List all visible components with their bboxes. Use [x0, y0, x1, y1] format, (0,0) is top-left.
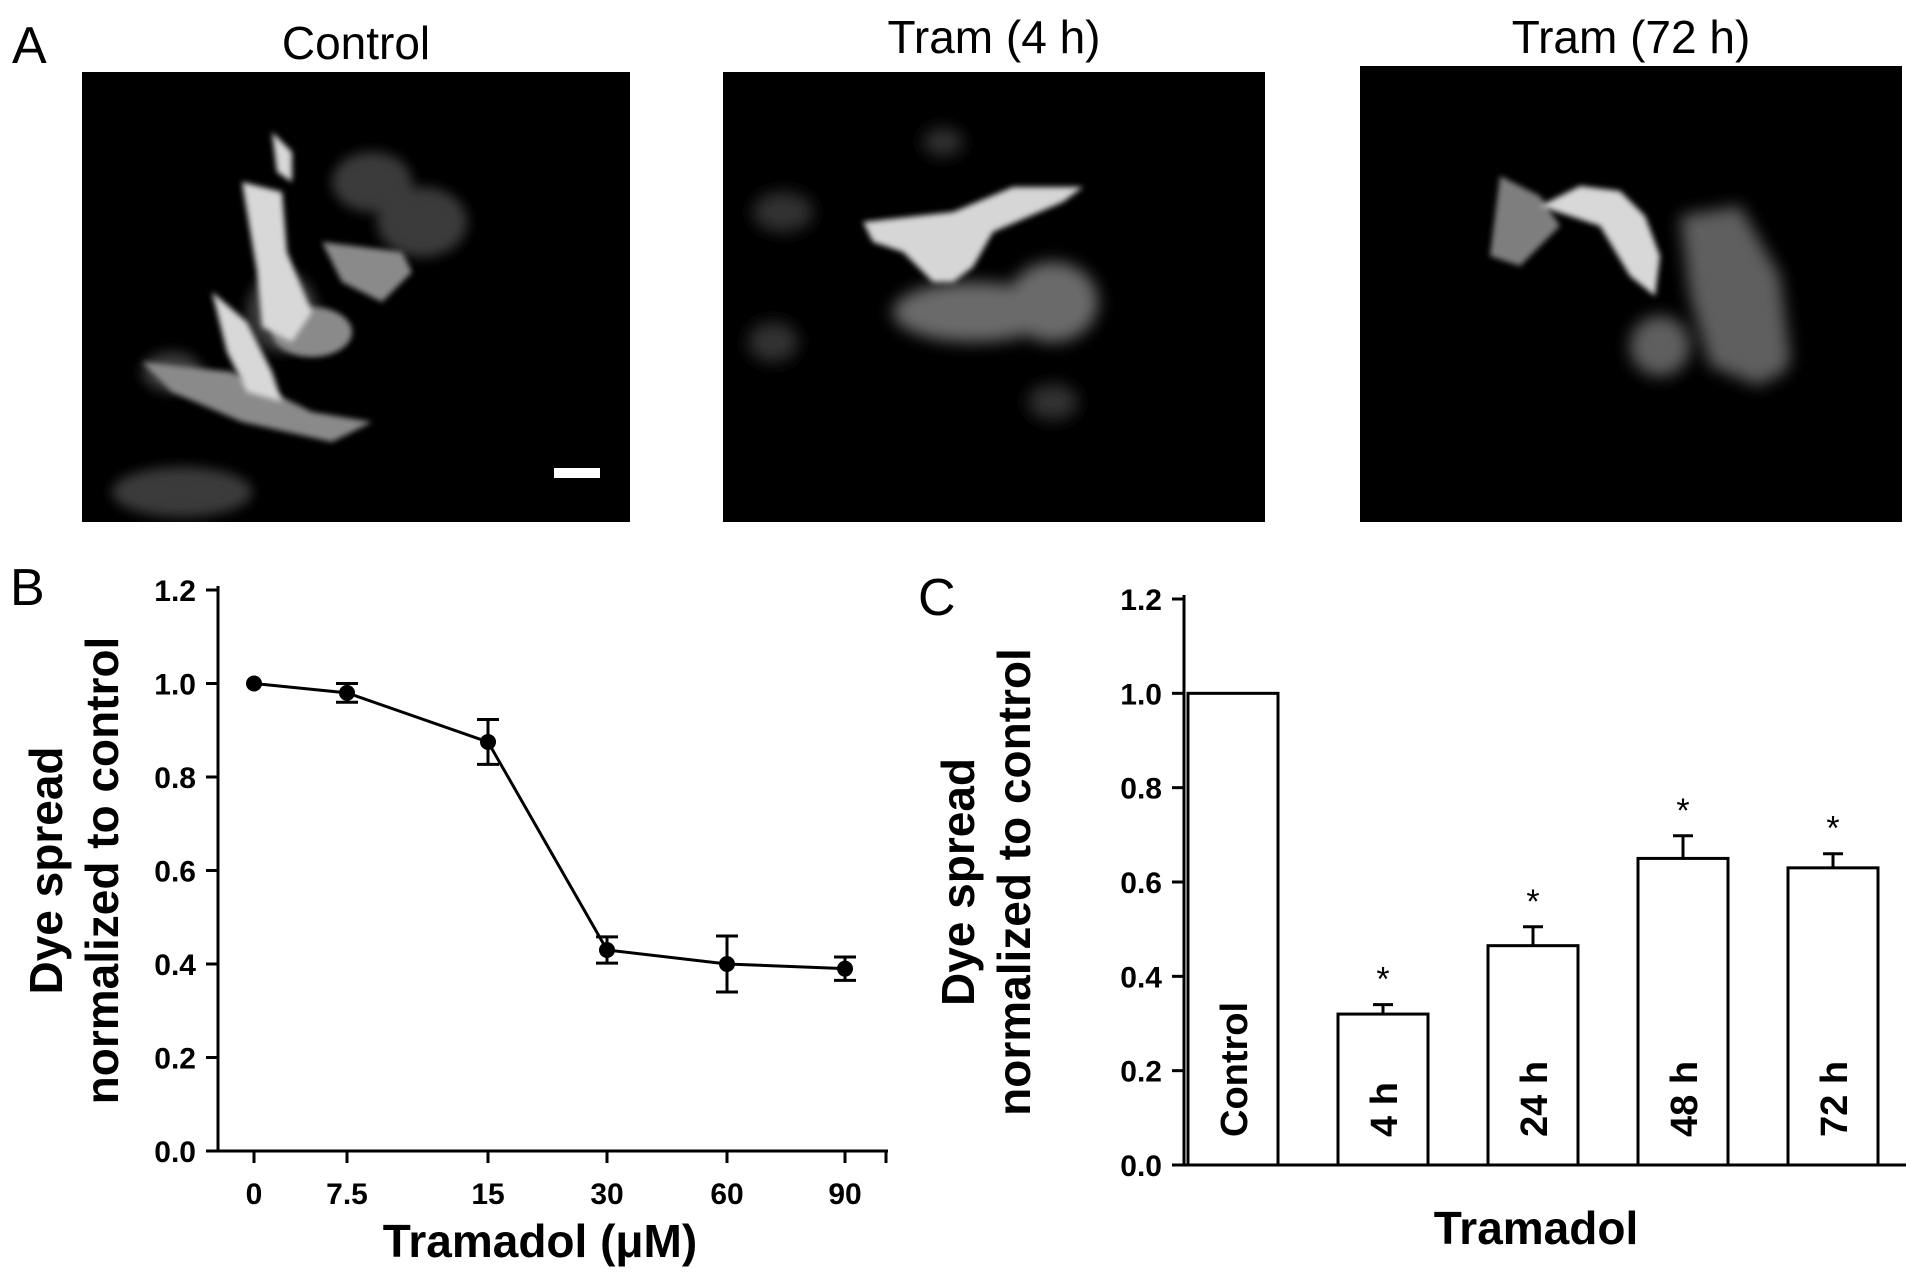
y-tick-label: 0.2: [1120, 1056, 1162, 1089]
data-point: [599, 941, 615, 958]
y-axis-label-line2: normalized to control: [76, 637, 128, 1105]
scale-bar: [554, 468, 600, 478]
image-title-control: Control: [281, 17, 431, 69]
data-point: [246, 675, 262, 692]
y-axis-label-line1: Dye spread: [932, 758, 984, 1006]
bar-label: 24 h: [1514, 1061, 1556, 1137]
significance-marker: *: [1676, 792, 1689, 830]
y-tick-label: 0.6: [1120, 867, 1162, 900]
x-axis-label: Tramadol (μM): [383, 1215, 697, 1267]
y-tick-label: 1.2: [1120, 584, 1162, 617]
panel-letter-b: B: [10, 559, 45, 617]
x-tick-label: 7.5: [326, 1178, 368, 1211]
chart-c: Control * 4 h * 24 h * 48 h * 72 h 0.0 0.2 0.4 0.6 0.…: [932, 584, 1906, 1254]
bar: [1636, 856, 1730, 1167]
image-title-tram-72h: Tram (72 h): [1511, 11, 1751, 63]
y-tick-label: 0.0: [154, 1136, 196, 1169]
significance-marker: *: [1526, 883, 1539, 921]
y-tick-label: 0.8: [154, 762, 196, 795]
micrograph-tram-4h: [723, 72, 1265, 522]
image-title-tram-4h: Tram (4 h): [887, 11, 1101, 63]
x-tick-label: 30: [590, 1178, 623, 1211]
bar-label: Control: [1214, 1002, 1256, 1137]
y-tick-label: 0.0: [1120, 1150, 1162, 1183]
panel-letter-a: A: [12, 17, 47, 75]
y-axis-label-line1: Dye spread: [20, 746, 72, 994]
y-tick-label: 0.6: [154, 856, 196, 889]
bar-label: 4 h: [1364, 1082, 1406, 1137]
significance-marker: *: [1826, 810, 1839, 848]
micrograph-control: [82, 72, 630, 522]
x-axis-label: Tramadol: [1434, 1202, 1639, 1254]
y-tick-label: 1.0: [1120, 678, 1162, 711]
bar-label: 72 h: [1814, 1061, 1856, 1137]
x-tick-label: 60: [710, 1178, 743, 1211]
panel-letter-c: C: [918, 569, 956, 627]
micrograph-tram-72h: [1360, 66, 1902, 522]
y-tick-label: 1.0: [154, 669, 196, 702]
data-point: [719, 956, 735, 972]
data-point: [339, 684, 355, 701]
y-tick-label: 0.4: [1120, 961, 1162, 994]
series-line: [253, 682, 846, 971]
x-tick-label: 90: [828, 1178, 861, 1211]
significance-marker: *: [1376, 961, 1389, 999]
y-tick-label: 0.4: [154, 949, 196, 982]
bar-label: 48 h: [1664, 1061, 1706, 1137]
y-axis-label-line2: normalized to control: [988, 648, 1040, 1116]
data-point: [837, 960, 853, 977]
y-tick-label: 1.2: [154, 575, 196, 608]
y-tick-label: 0.2: [154, 1043, 196, 1076]
chart-b: 0.0 0.2 0.4 0.6 0.8 1.0 1.2 0 7.5 15 30 60 90 Tramado…: [20, 575, 888, 1267]
bar: [1186, 691, 1280, 1167]
y-tick-label: 0.8: [1120, 773, 1162, 806]
data-point: [480, 733, 496, 750]
x-tick-label: 15: [471, 1178, 504, 1211]
x-tick-label: 0: [246, 1178, 263, 1211]
